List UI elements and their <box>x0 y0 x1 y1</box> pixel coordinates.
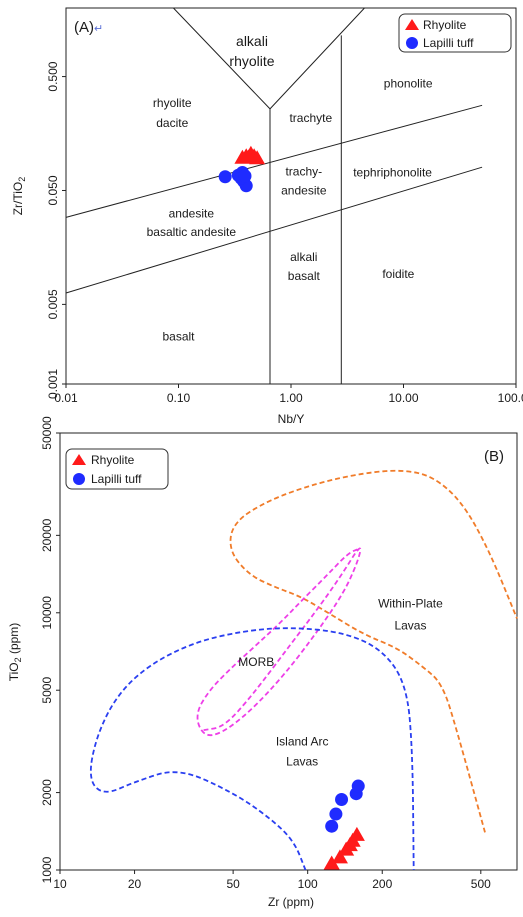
field-label: rhyolite <box>153 96 192 110</box>
field-label: phonolite <box>384 77 433 91</box>
field-label: andesite <box>281 184 327 198</box>
panel-b-chart: Within-Plate Lavas MORB Island Arc Lavas 10 2… <box>7 416 518 909</box>
field-label: basalt <box>162 330 195 344</box>
classification-boundary <box>65 166 483 294</box>
panel-b-x-ticks: 10 20 50 100 200 500 <box>53 870 491 891</box>
panel-a-legend: Rhyolite Lapilli tuff <box>398 13 512 53</box>
field-label: foidite <box>382 267 414 281</box>
field-label: basalt <box>288 269 321 283</box>
lapilli-tuff-point <box>218 170 232 184</box>
panel-a-points <box>218 145 266 193</box>
field-label: alkali <box>236 33 268 49</box>
field-label: basaltic andesite <box>147 225 237 239</box>
x-tick-label: 10.00 <box>388 391 418 405</box>
panel-a-field-labels: alkali rhyolite rhyolite dacite phonolite tra… <box>147 33 433 344</box>
field-label: Lavas <box>394 619 426 633</box>
rhyolite-point <box>341 837 358 852</box>
field-label: MORB <box>238 655 274 669</box>
legend-triangle-icon <box>72 454 86 465</box>
panel-b-fields <box>89 469 518 871</box>
panel-b-label: (B) <box>484 448 504 465</box>
x-tick-label: 0.10 <box>167 391 191 405</box>
field-label: alkali <box>290 250 317 264</box>
rhyolite-point <box>234 149 251 164</box>
x-tick-label: 20 <box>128 877 142 891</box>
panel-b-field-labels: Within-Plate Lavas MORB Island Arc Lavas <box>238 596 443 768</box>
lapilli-tuff-point <box>325 819 339 833</box>
y-tick-label: 10000 <box>40 596 54 630</box>
panel-b-legend-box <box>65 448 169 490</box>
field-label: Island Arc <box>276 734 329 748</box>
panel-b-y-ticks: 1000 2000 5000 10000 20000 50000 <box>40 416 60 883</box>
y-tick-label: 0.001 <box>46 369 60 399</box>
field-label: tephriphonolite <box>353 166 432 180</box>
legend-circle-icon <box>406 37 418 49</box>
field-label: rhyolite <box>229 53 274 69</box>
y-tick-label: 20000 <box>40 518 54 552</box>
panel-b-legend-lapilli: Lapilli tuff <box>91 472 142 486</box>
panel-b-y-axis-label: TiO2 (ppm) <box>7 623 23 682</box>
tectonic-field-outline <box>196 547 362 737</box>
x-tick-label: 1.00 <box>279 391 303 405</box>
panel-b-legend: Rhyolite Lapilli tuff <box>65 448 169 490</box>
x-tick-label: 0.01 <box>54 391 78 405</box>
field-label: andesite <box>169 206 215 220</box>
lapilli-tuff-point <box>329 807 343 821</box>
lapilli-tuff-point <box>238 169 252 183</box>
panel-a-y-axis-label: Zr/TiO2 <box>11 177 27 216</box>
y-tick-label: 50000 <box>40 416 54 450</box>
x-tick-label: 100 <box>298 877 318 891</box>
x-tick-label: 500 <box>471 877 491 891</box>
field-label: trachyte <box>289 111 332 125</box>
lapilli-tuff-point <box>335 792 349 806</box>
panel-a-x-ticks: 0.01 0.10 1.00 10.00 100.00 <box>54 384 523 405</box>
panel-a-legend-rhyolite: Rhyolite <box>423 18 467 32</box>
y-tick-label: 2000 <box>40 779 54 806</box>
x-tick-label: 200 <box>372 877 392 891</box>
field-label: trachy- <box>285 164 322 178</box>
x-tick-label: 50 <box>226 877 240 891</box>
y-tick-label: 0.050 <box>46 175 60 205</box>
panel-b-legend-rhyolite: Rhyolite <box>91 453 135 467</box>
panel-a-chart: alkali rhyolite rhyolite dacite phonolite tra… <box>11 7 523 426</box>
panel-a-boundaries <box>65 7 483 384</box>
panel-a-x-axis-label: Nb/Y <box>278 412 305 426</box>
y-tick-label: 5000 <box>40 677 54 704</box>
classification-boundary <box>65 104 483 218</box>
panel-a-y-ticks: 0.001 0.005 0.050 0.500 <box>46 61 66 399</box>
y-tick-label: 1000 <box>40 856 54 883</box>
field-label: Within-Plate <box>378 596 443 610</box>
lapilli-tuff-point <box>351 779 365 793</box>
field-label: dacite <box>156 116 188 130</box>
return-mark-icon: ↵ <box>94 23 103 35</box>
x-tick-label: 10 <box>53 877 67 891</box>
legend-triangle-icon <box>405 19 419 30</box>
panel-a-label: (A)↵ <box>74 19 103 36</box>
rhyolite-point <box>323 855 340 870</box>
legend-circle-icon <box>73 473 85 485</box>
panel-b-points <box>323 779 365 870</box>
panel-a-legend-lapilli: Lapilli tuff <box>423 36 474 50</box>
x-tick-label: 100.00 <box>498 391 523 405</box>
tectonic-field-outline <box>89 627 415 871</box>
y-tick-label: 0.005 <box>46 289 60 319</box>
tectonic-field-outline <box>229 469 518 833</box>
rhyolite-point <box>348 826 365 841</box>
rhyolite-point <box>331 849 348 864</box>
field-label: Lavas <box>286 754 318 768</box>
panel-a-legend-box <box>398 13 512 53</box>
panel-b-x-axis-label: Zr (ppm) <box>268 895 314 909</box>
y-tick-label: 0.500 <box>46 61 60 91</box>
panel-b-frame <box>59 432 518 871</box>
